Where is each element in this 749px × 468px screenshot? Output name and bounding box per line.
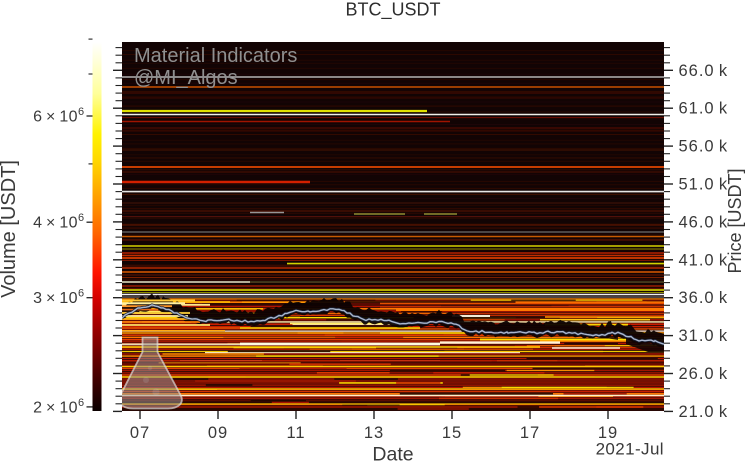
svg-text:41.0 k: 41.0 k [679, 251, 729, 269]
svg-text:6 × 106: 6 × 106 [33, 106, 84, 126]
svg-text:36.0 k: 36.0 k [679, 289, 729, 307]
svg-text:31.0 k: 31.0 k [679, 327, 729, 345]
svg-text:19: 19 [598, 424, 618, 442]
svg-text:Volume [USDT]: Volume [USDT] [0, 160, 20, 298]
svg-text:3 × 106: 3 × 106 [33, 288, 84, 308]
svg-text:@MI_Algos: @MI_Algos [134, 67, 238, 89]
svg-text:2021-Jul: 2021-Jul [596, 440, 664, 459]
svg-text:11: 11 [287, 424, 306, 442]
svg-text:15: 15 [442, 424, 462, 442]
svg-text:09: 09 [208, 424, 228, 442]
svg-text:BTC_USDT: BTC_USDT [345, 0, 440, 21]
svg-text:07: 07 [130, 424, 150, 442]
svg-text:4 × 106: 4 × 106 [33, 212, 84, 232]
svg-text:46.0 k: 46.0 k [679, 213, 729, 231]
svg-text:51.0 k: 51.0 k [679, 176, 729, 194]
svg-text:Date: Date [372, 444, 413, 464]
svg-text:Price [USDT]: Price [USDT] [725, 168, 745, 273]
svg-text:Material Indicators: Material Indicators [134, 45, 297, 67]
svg-text:2 × 106: 2 × 106 [33, 397, 84, 417]
svg-text:26.0 k: 26.0 k [679, 365, 729, 383]
svg-text:66.0 k: 66.0 k [679, 62, 729, 80]
svg-text:17: 17 [520, 424, 540, 442]
svg-text:61.0 k: 61.0 k [679, 100, 729, 118]
svg-text:56.0 k: 56.0 k [679, 138, 729, 156]
svg-text:21.0 k: 21.0 k [679, 403, 729, 421]
svg-text:13: 13 [364, 424, 384, 442]
